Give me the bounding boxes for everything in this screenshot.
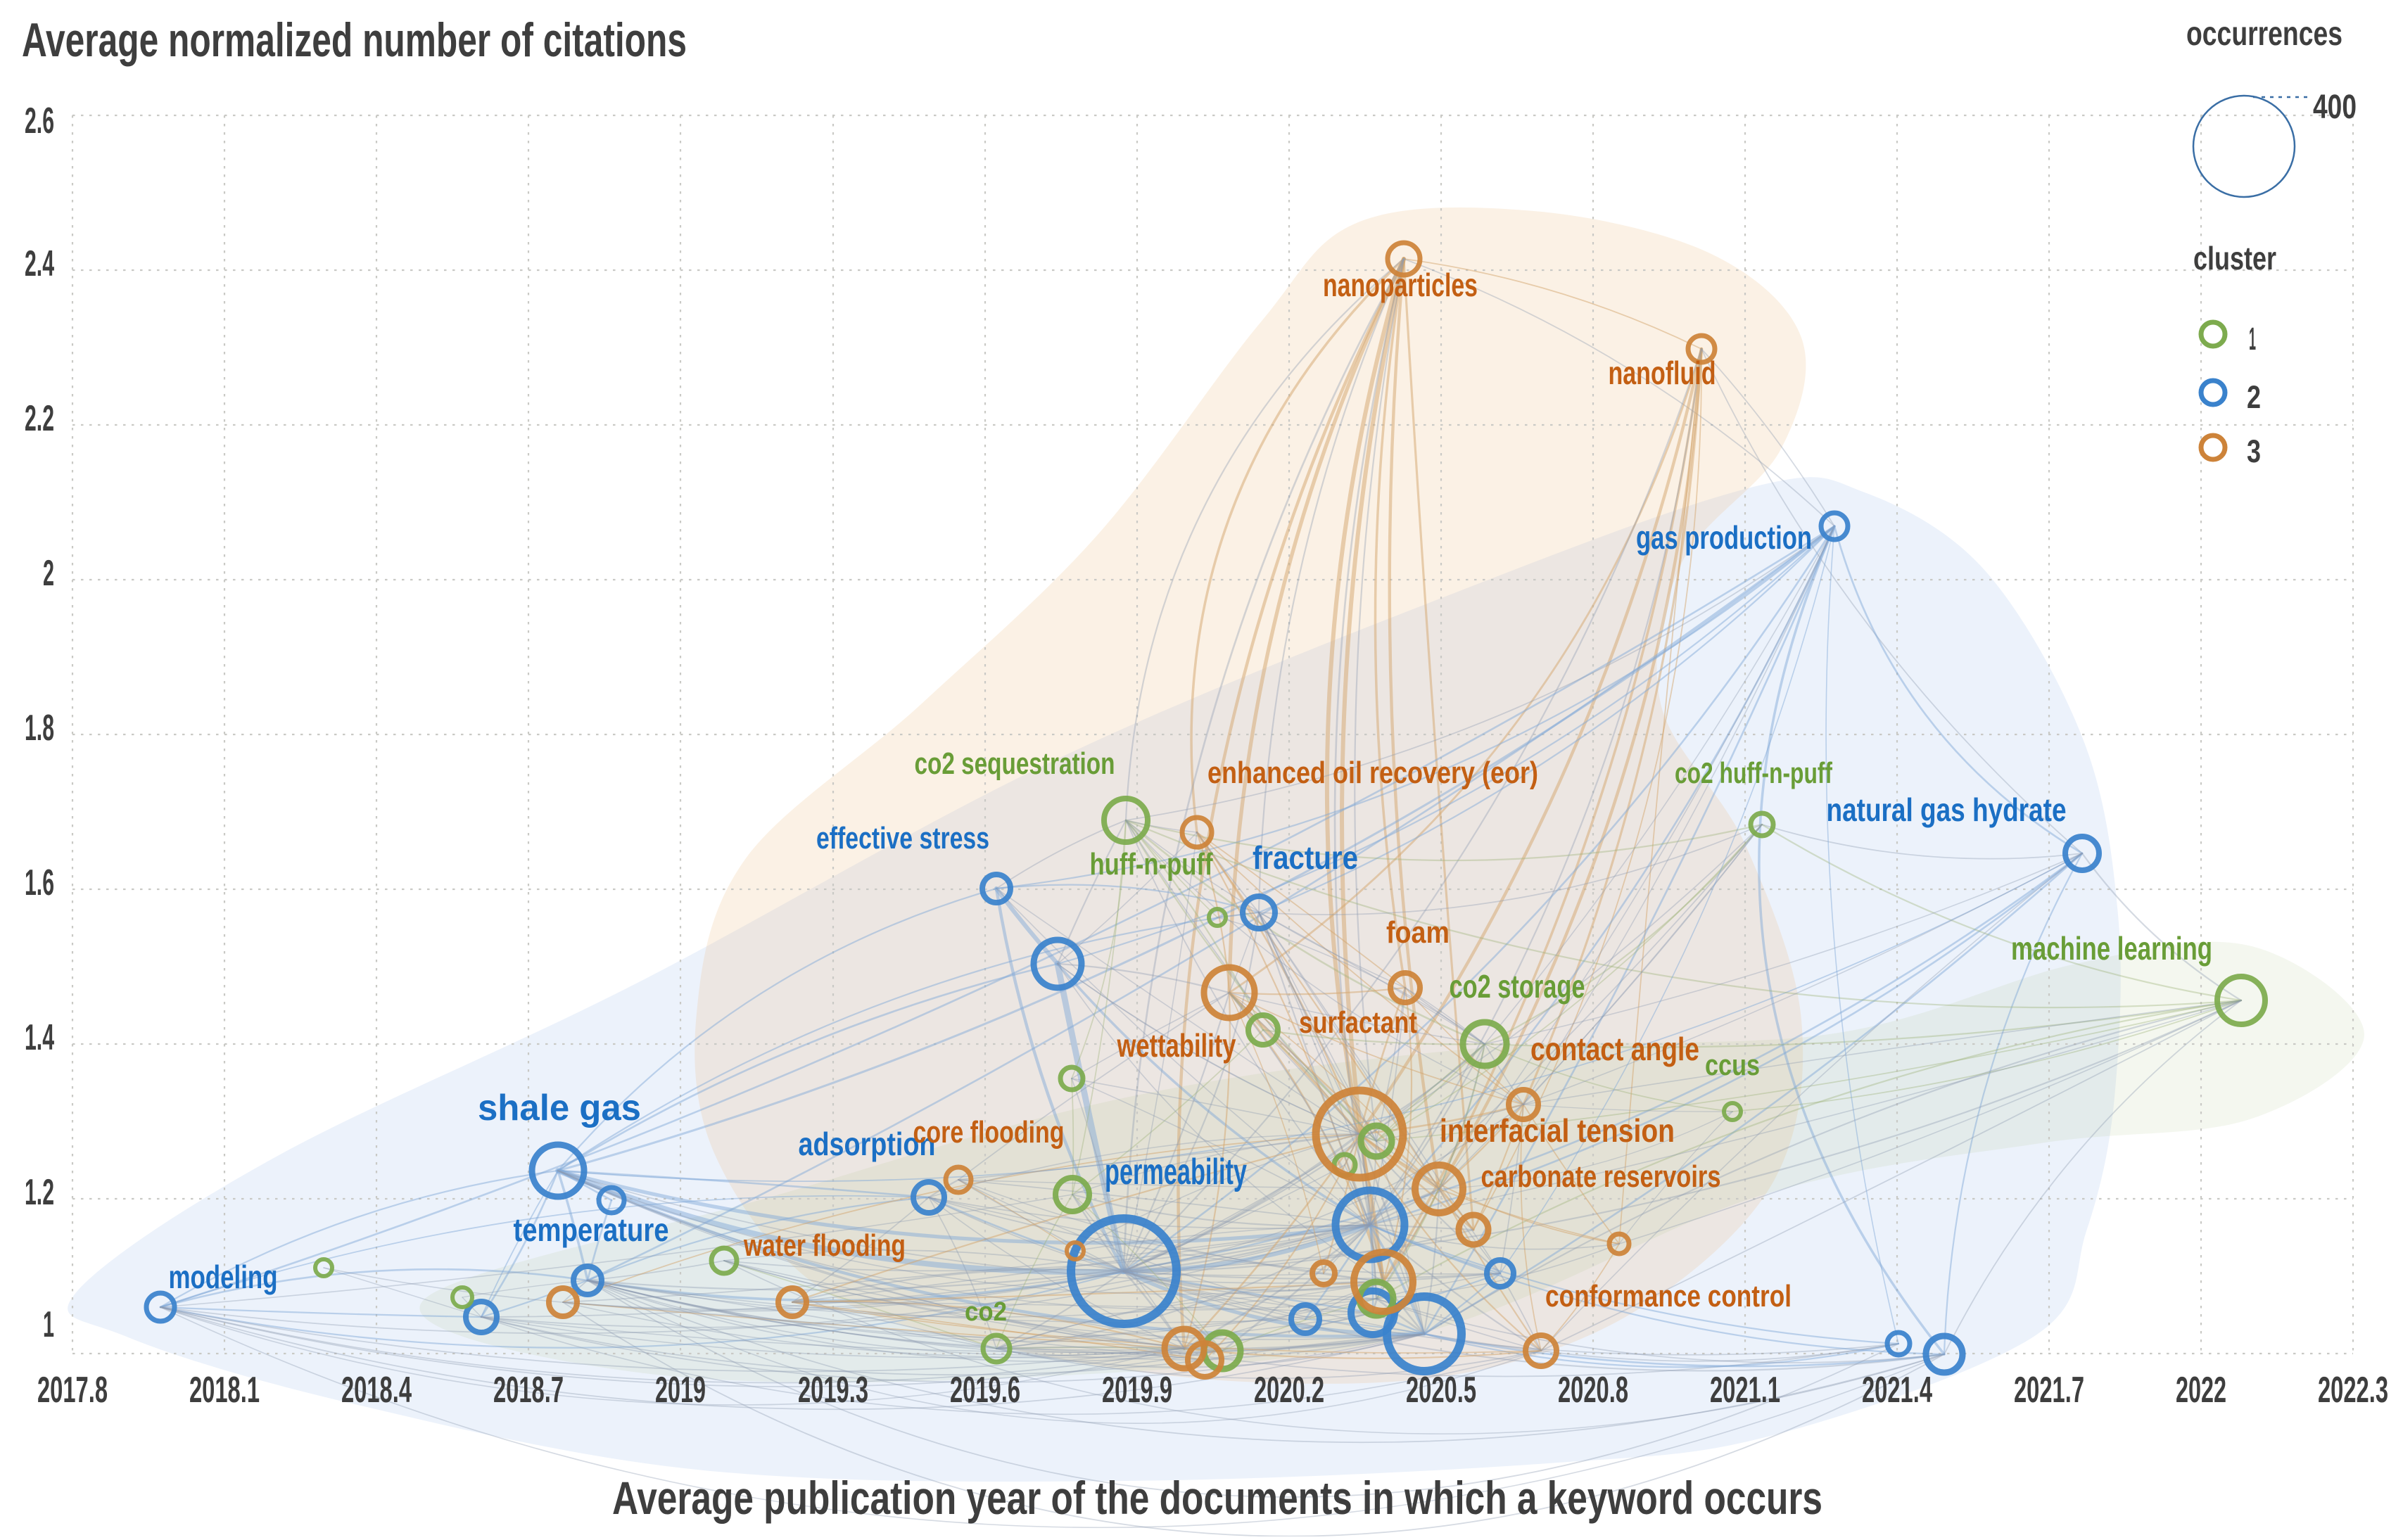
svg-text:carbonate reservoirs: carbonate reservoirs (1481, 1159, 1721, 1194)
svg-text:temperature: temperature (514, 1211, 669, 1248)
svg-text:occurrences: occurrences (2186, 15, 2342, 53)
svg-text:2019.3: 2019.3 (798, 1370, 868, 1411)
svg-text:modeling: modeling (169, 1259, 278, 1295)
svg-text:2021.4: 2021.4 (1862, 1370, 1932, 1411)
svg-text:adsorption: adsorption (799, 1126, 936, 1162)
svg-text:Average normalized number of c: Average normalized number of citations (22, 13, 687, 67)
svg-text:co2 storage: co2 storage (1450, 968, 1585, 1005)
svg-text:2022.3: 2022.3 (2318, 1370, 2388, 1411)
svg-text:2.6: 2.6 (25, 101, 54, 141)
svg-text:nanoparticles: nanoparticles (1323, 267, 1478, 303)
svg-text:1.8: 1.8 (25, 708, 54, 749)
svg-text:machine learning: machine learning (2011, 930, 2212, 967)
svg-text:2018.1: 2018.1 (189, 1370, 260, 1411)
svg-text:1.4: 1.4 (25, 1017, 54, 1058)
svg-text:permeability: permeability (1105, 1152, 1247, 1192)
svg-text:cluster: cluster (2193, 240, 2276, 276)
svg-text:gas production: gas production (1636, 519, 1812, 556)
svg-text:2018.7: 2018.7 (493, 1370, 564, 1411)
svg-text:2020.8: 2020.8 (1558, 1370, 1628, 1411)
svg-text:2021.1: 2021.1 (1710, 1370, 1780, 1411)
svg-text:2017.8: 2017.8 (37, 1370, 108, 1411)
svg-text:2021.7: 2021.7 (2014, 1370, 2084, 1411)
svg-text:400: 400 (2313, 89, 2357, 126)
svg-text:1: 1 (43, 1304, 54, 1345)
svg-text:huff-n-puff: huff-n-puff (1090, 847, 1213, 882)
svg-text:1: 1 (2249, 321, 2256, 357)
svg-text:2022: 2022 (2176, 1370, 2226, 1411)
svg-text:1.6: 1.6 (25, 863, 54, 903)
svg-text:2020.2: 2020.2 (1254, 1370, 1324, 1411)
svg-text:shale gas: shale gas (478, 1088, 641, 1128)
svg-text:2.4: 2.4 (25, 243, 54, 284)
svg-text:conformance control: conformance control (1545, 1279, 1792, 1313)
svg-text:contact angle: contact angle (1530, 1031, 1699, 1067)
svg-text:water flooding: water flooding (743, 1228, 906, 1263)
svg-text:nanofluid: nanofluid (1609, 355, 1716, 391)
svg-text:2.2: 2.2 (25, 398, 54, 439)
svg-text:2: 2 (2247, 379, 2261, 415)
svg-text:1.2: 1.2 (25, 1172, 54, 1213)
svg-text:interfacial tension: interfacial tension (1440, 1112, 1675, 1149)
svg-text:natural gas hydrate: natural gas hydrate (1827, 791, 2067, 828)
svg-text:Average publication year of th: Average publication year of the document… (612, 1472, 1822, 1524)
svg-text:2019.9: 2019.9 (1102, 1370, 1172, 1411)
svg-text:core flooding: core flooding (913, 1115, 1065, 1150)
svg-text:2020.5: 2020.5 (1406, 1370, 1476, 1411)
svg-text:2: 2 (43, 553, 54, 594)
svg-text:co2 sequestration: co2 sequestration (915, 746, 1115, 781)
svg-text:co2: co2 (965, 1297, 1007, 1327)
svg-text:2018.4: 2018.4 (341, 1370, 412, 1411)
svg-text:2019.6: 2019.6 (950, 1370, 1020, 1411)
svg-text:effective stress: effective stress (816, 821, 989, 855)
svg-text:wettability: wettability (1117, 1027, 1236, 1064)
svg-text:2019: 2019 (655, 1370, 706, 1411)
svg-text:foam: foam (1386, 915, 1450, 950)
svg-text:co2 huff-n-puff: co2 huff-n-puff (1675, 756, 1833, 789)
svg-text:fracture: fracture (1253, 839, 1358, 876)
svg-text:3: 3 (2247, 433, 2261, 469)
svg-text:ccus: ccus (1705, 1048, 1760, 1081)
svg-text:surfactant: surfactant (1299, 1005, 1417, 1040)
svg-text:enhanced oil recovery (eor): enhanced oil recovery (eor) (1207, 756, 1538, 790)
